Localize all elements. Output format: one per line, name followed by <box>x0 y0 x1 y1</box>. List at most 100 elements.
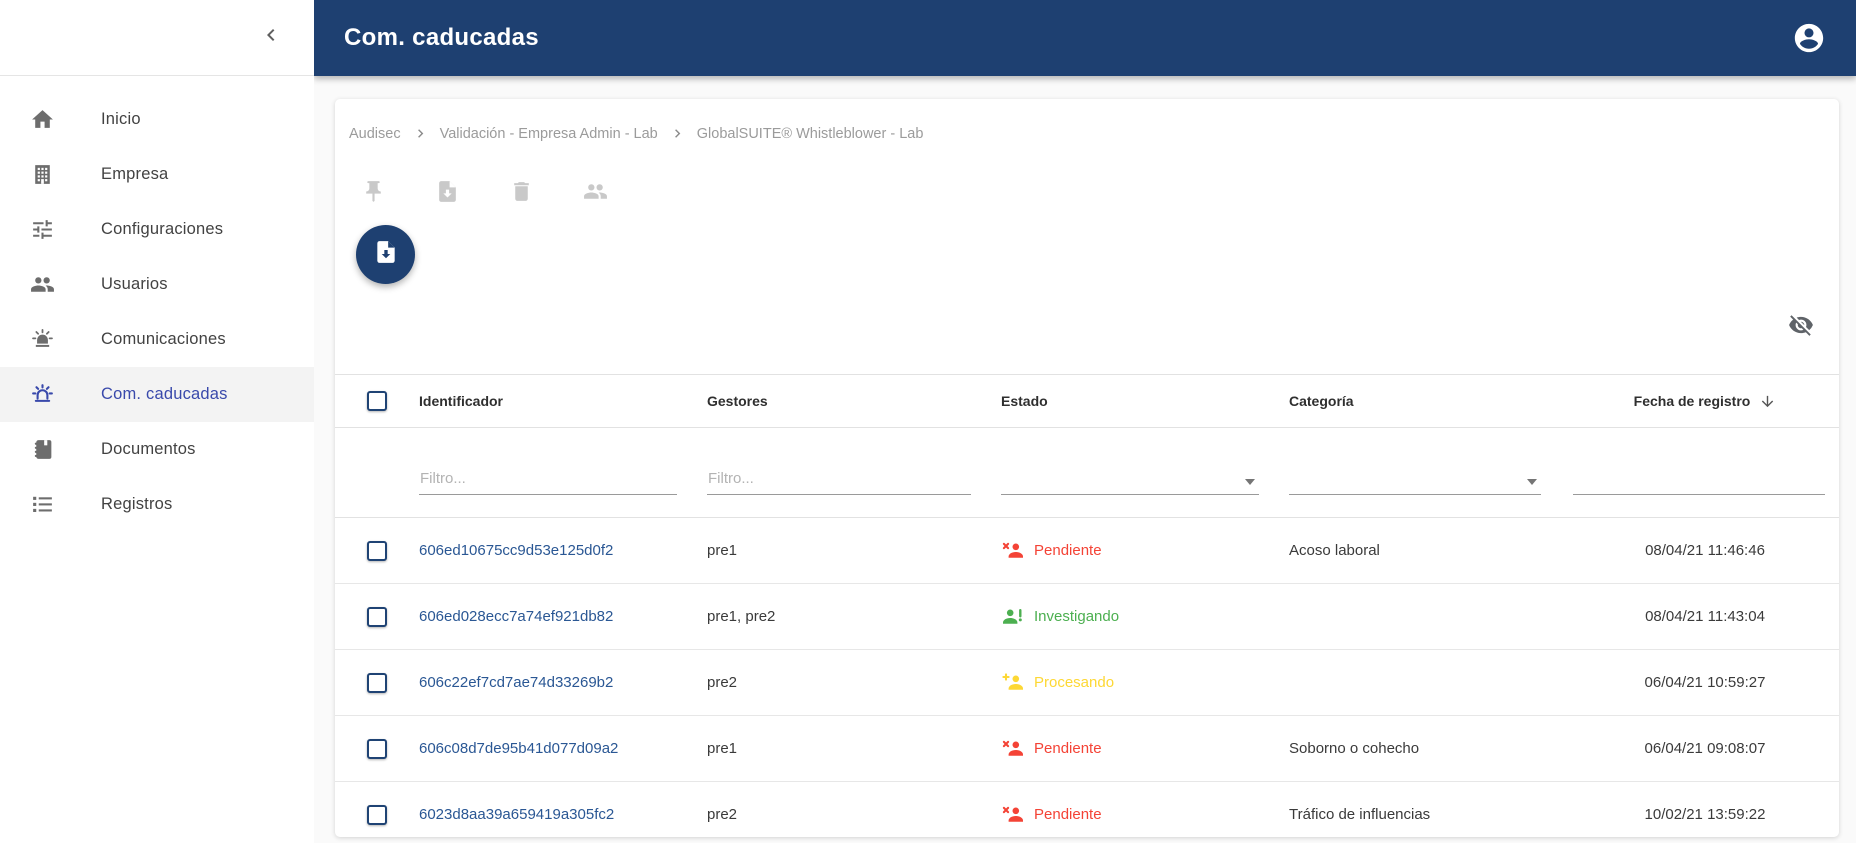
collapse-sidebar-button[interactable] <box>254 21 288 55</box>
chevron-right-icon <box>412 125 429 142</box>
sidebar-item-label: Usuarios <box>101 275 168 293</box>
row-estado-label: Pendiente <box>1034 740 1102 757</box>
content-card: Audisec Validación - Empresa Admin - Lab G… <box>335 99 1839 837</box>
topbar: Com. caducadas <box>314 0 1856 76</box>
row-identifier-link[interactable]: 606ed028ecc7a74ef921db82 <box>419 608 614 625</box>
sidebar-item-documentos[interactable]: Documentos <box>0 422 314 477</box>
file-download-icon <box>373 239 399 270</box>
users-icon[interactable] <box>583 179 608 204</box>
column-header-categoria[interactable]: Categoría <box>1289 393 1354 409</box>
row-checkbox[interactable] <box>367 540 387 561</box>
table-row: 606ed028ecc7a74ef921db82 pre1, pre2 Invest… <box>335 584 1839 650</box>
row-checkbox-cell <box>335 738 419 759</box>
row-checkbox[interactable] <box>367 606 387 627</box>
row-estado-label: Investigando <box>1034 608 1120 625</box>
column-header-fecha-label: Fecha de registro <box>1633 393 1751 409</box>
row-fecha: 06/04/21 09:08:07 <box>1644 740 1766 757</box>
person-x-icon <box>1001 803 1025 827</box>
fecha-filter-input[interactable] <box>1573 470 1825 495</box>
table-row: 606ed10675cc9d53e125d0f2 pre1 Pendiente Aco… <box>335 518 1839 584</box>
row-checkbox[interactable] <box>367 804 387 825</box>
siren-outline-icon <box>30 382 55 407</box>
row-checkbox-cell <box>335 804 419 825</box>
account-circle-icon[interactable] <box>1792 21 1826 55</box>
sort-descending-icon[interactable] <box>1759 393 1776 410</box>
table-row: 606c08d7de95b41d077d09a2 pre1 Pendiente Sob… <box>335 716 1839 782</box>
row-checkbox[interactable] <box>367 738 387 759</box>
estado-filter-select[interactable] <box>1001 467 1259 495</box>
person-x-icon <box>1001 539 1025 563</box>
pin-icon[interactable] <box>361 179 386 204</box>
dropdown-arrow-icon <box>1245 479 1255 485</box>
row-estado: Pendiente <box>1001 737 1289 761</box>
row-gestores: pre1 <box>707 740 738 757</box>
column-header-gestores[interactable]: Gestores <box>707 393 768 409</box>
sidebar-item-registros[interactable]: Registros <box>0 477 314 532</box>
table-row: 606c22ef7cd7ae74d33269b2 pre2 Procesando 06… <box>335 650 1839 716</box>
content-area: Audisec Validación - Empresa Admin - Lab G… <box>314 76 1856 843</box>
sidebar-item-label: Com. caducadas <box>101 385 228 403</box>
select-all-checkbox[interactable] <box>367 391 387 411</box>
row-fecha: 10/02/21 13:59:22 <box>1644 806 1766 823</box>
sidebar-header <box>0 0 314 76</box>
page-title: Com. caducadas <box>344 24 539 51</box>
row-gestores: pre1, pre2 <box>707 608 776 625</box>
row-gestores: pre1 <box>707 542 738 559</box>
row-identifier-link[interactable]: 606c08d7de95b41d077d09a2 <box>419 740 619 757</box>
identificador-filter-input[interactable] <box>419 470 677 495</box>
row-categoria: Tráfico de influencias <box>1289 806 1431 823</box>
building-icon <box>30 162 55 187</box>
row-identifier-link[interactable]: 6023d8aa39a659419a305fc2 <box>419 806 615 823</box>
file-download-icon[interactable] <box>435 179 460 204</box>
table-row: 6023d8aa39a659419a305fc2 pre2 Pendiente Trá… <box>335 782 1839 837</box>
sidebar-item-label: Documentos <box>101 440 196 458</box>
row-checkbox-cell <box>335 606 419 627</box>
toolbar <box>361 179 1839 204</box>
row-estado-label: Pendiente <box>1034 542 1102 559</box>
export-fab-button[interactable] <box>356 225 415 284</box>
row-estado: Procesando <box>1001 671 1289 695</box>
main-area: Com. caducadas Audisec Validación - Empre… <box>314 0 1856 843</box>
sidebar: Inicio Empresa Configuraciones Usuarios Comu… <box>0 0 314 843</box>
breadcrumb: Audisec Validación - Empresa Admin - Lab G… <box>335 99 1839 142</box>
sidebar-item-label: Comunicaciones <box>101 330 226 348</box>
breadcrumb-item[interactable]: Validación - Empresa Admin - Lab <box>439 125 658 142</box>
gestores-filter-input[interactable] <box>707 470 971 495</box>
row-categoria: Acoso laboral <box>1289 542 1380 559</box>
row-estado-label: Pendiente <box>1034 806 1102 823</box>
row-checkbox[interactable] <box>367 672 387 693</box>
row-identifier-link[interactable]: 606ed10675cc9d53e125d0f2 <box>419 542 614 559</box>
column-header-estado[interactable]: Estado <box>1001 393 1048 409</box>
list-icon <box>30 492 55 517</box>
trash-icon[interactable] <box>509 179 534 204</box>
sidebar-item-inicio[interactable]: Inicio <box>0 92 314 147</box>
siren-icon <box>30 327 55 352</box>
filter-row <box>335 428 1839 518</box>
sidebar-item-label: Configuraciones <box>101 220 224 238</box>
row-categoria: Soborno o cohecho <box>1289 740 1420 757</box>
sidebar-item-configuraciones[interactable]: Configuraciones <box>0 202 314 257</box>
sidebar-item-empresa[interactable]: Empresa <box>0 147 314 202</box>
row-estado-label: Procesando <box>1034 674 1115 691</box>
row-gestores: pre2 <box>707 674 738 691</box>
sidebar-item-com-caducadas[interactable]: Com. caducadas <box>0 367 314 422</box>
row-identifier-link[interactable]: 606c22ef7cd7ae74d33269b2 <box>419 674 614 691</box>
row-gestores: pre2 <box>707 806 738 823</box>
sidebar-item-usuarios[interactable]: Usuarios <box>0 257 314 312</box>
row-estado: Pendiente <box>1001 803 1289 827</box>
eye-off-icon[interactable] <box>1788 312 1814 338</box>
dropdown-arrow-icon <box>1527 479 1537 485</box>
sidebar-nav: Inicio Empresa Configuraciones Usuarios Comu… <box>0 76 314 532</box>
categoria-filter-select[interactable] <box>1289 467 1541 495</box>
column-header-fecha[interactable]: Fecha de registro <box>1571 393 1839 410</box>
table-body: 606ed10675cc9d53e125d0f2 pre1 Pendiente Aco… <box>335 518 1839 837</box>
breadcrumb-item[interactable]: GlobalSUITE® Whistleblower - Lab <box>696 125 924 142</box>
row-checkbox-cell <box>335 672 419 693</box>
row-fecha: 08/04/21 11:43:04 <box>1645 608 1765 625</box>
sidebar-item-comunicaciones[interactable]: Comunicaciones <box>0 312 314 367</box>
column-header-identificador[interactable]: Identificador <box>419 393 504 409</box>
chevron-left-icon <box>259 23 283 52</box>
table-actions <box>335 312 1839 338</box>
row-checkbox-cell <box>335 540 419 561</box>
breadcrumb-item[interactable]: Audisec <box>349 125 401 142</box>
